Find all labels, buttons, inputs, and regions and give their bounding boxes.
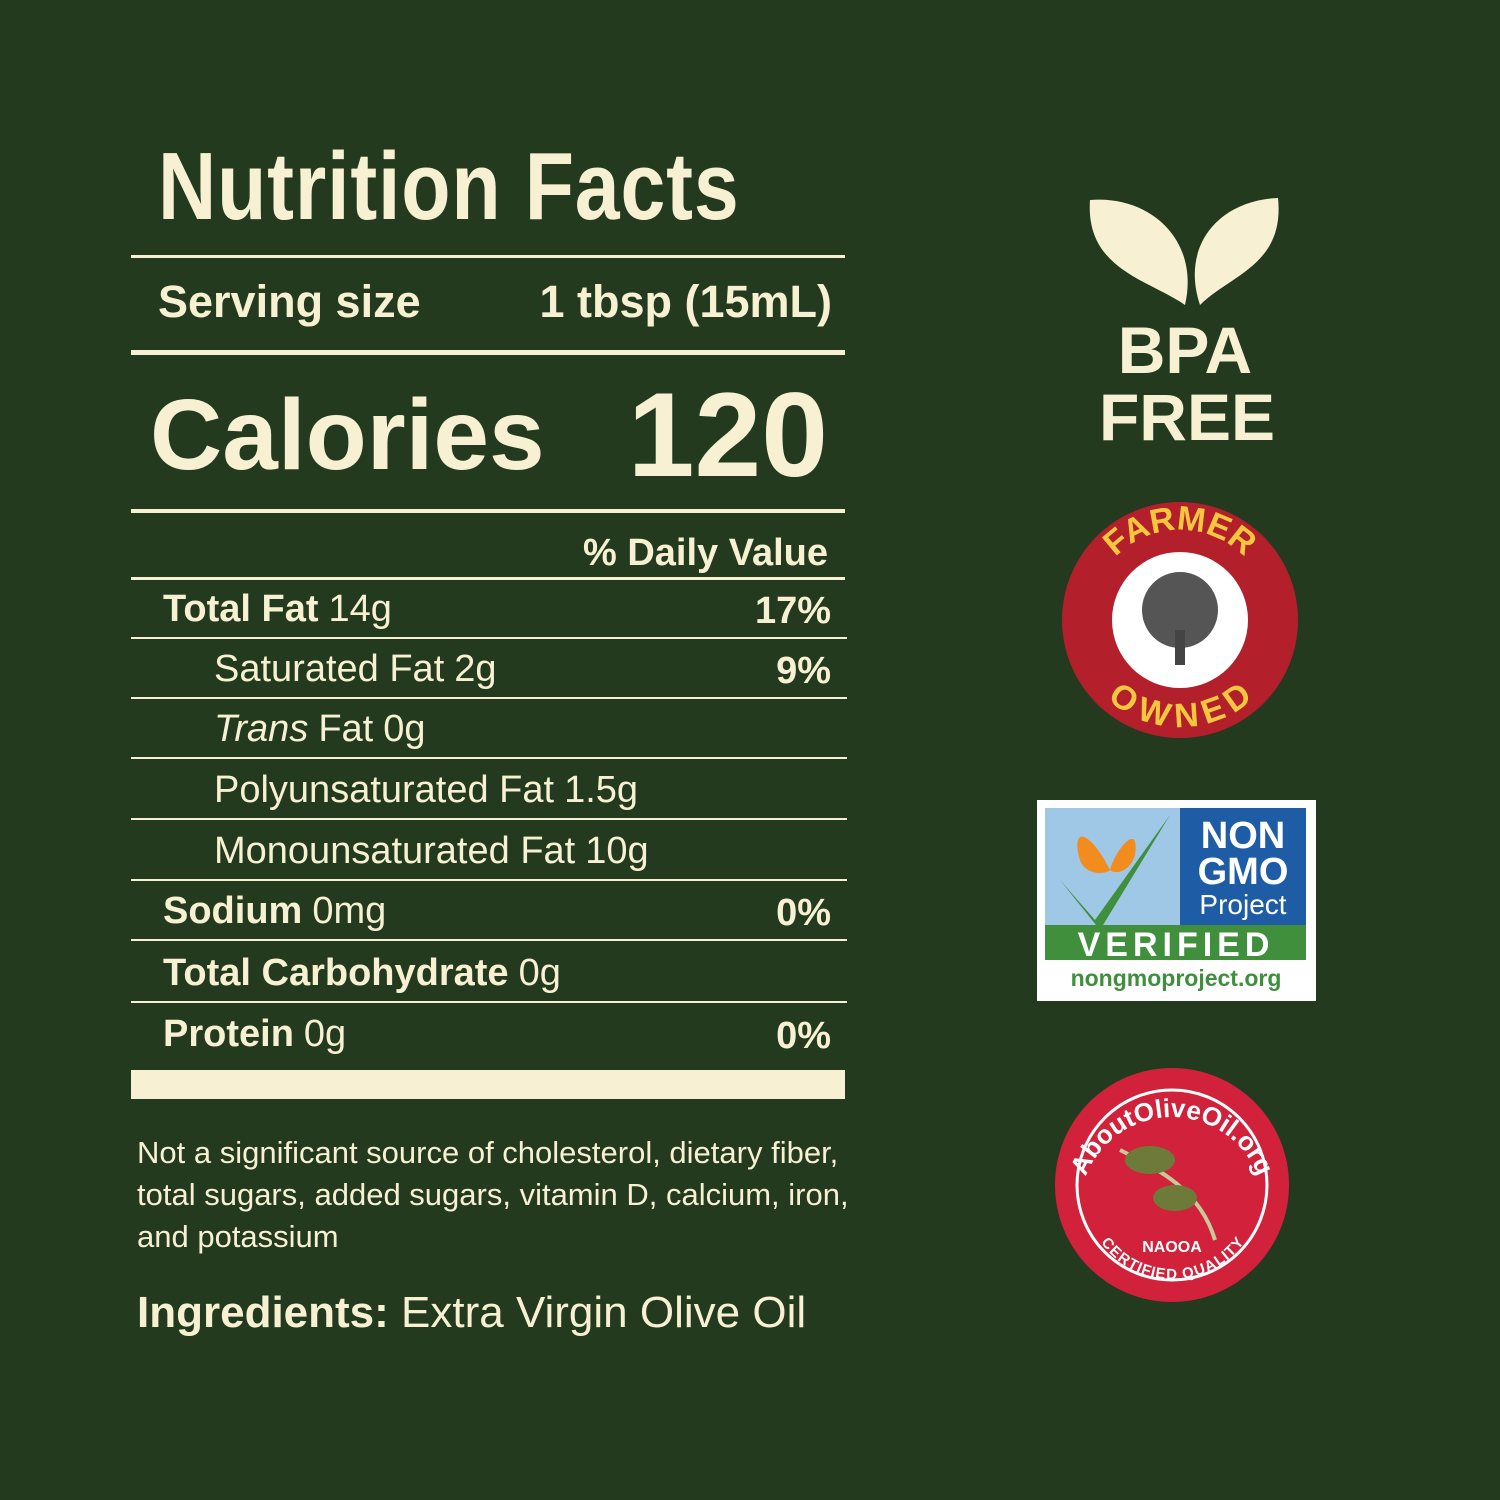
nutrient-row: Trans Fat 0g [131,700,845,760]
nutrient-row: Saturated Fat 2g 9% [131,640,845,700]
nutrient-name: Saturated Fat [214,648,445,690]
tree-icon [1142,572,1218,648]
divider [131,255,845,258]
verified-text: VERIFIED [1078,926,1275,964]
nutrient-amount: 0g [383,708,426,750]
nutrient-label: Total Fat 14g [163,588,392,631]
divider [131,939,847,941]
nutrient-amount: 10g [585,830,649,872]
leaf-icon [1194,198,1279,305]
gmo-text: GMO [1198,851,1289,893]
nutrient-label: Trans Fat 0g [214,708,426,751]
leaf-icon [1089,199,1188,305]
divider [131,577,845,580]
nutrient-name: Monounsaturated Fat [214,830,576,872]
nutrient-label: Protein 0g [163,1013,346,1056]
olive-oil-badge: AboutOliveOil.org NAOOA CERTIFIED QUALIT… [1055,1068,1289,1302]
olive-icon [1125,1146,1175,1174]
nutrient-name: Total Fat [163,588,319,630]
bpa-text: BPA [1118,313,1252,387]
divider [131,1001,847,1003]
badge-panel [1180,808,1306,925]
nutrient-amount: 1.5g [564,769,639,811]
farmer-owned-badge: FARMER OWNED [1062,499,1298,738]
bpa-text: FREE [1099,380,1275,454]
nutrient-row: Polyunsaturated Fat 1.5g [131,761,845,821]
nutrient-label: Sodium 0mg [163,890,386,933]
divider [131,879,847,881]
divider [131,757,847,759]
badge-circle [1055,1068,1289,1302]
gmo-text: NON [1201,815,1285,857]
ingredients: Ingredients: Extra Virgin Olive Oil [137,1288,806,1338]
nutrient-label: Total Carbohydrate 0g [163,952,561,995]
calories-value: 120 [627,368,828,502]
serving-size: 1 tbsp (15mL) [539,276,832,327]
nutrient-row: Sodium 0mg 0% [131,882,845,942]
nutrient-label: Polyunsaturated Fat 1.5g [214,769,638,812]
nutrient-name: Fat [318,708,374,750]
olive-icon [1153,1185,1197,1211]
nutrient-label: Monounsaturated Fat 10g [214,830,649,873]
daily-value: 17% [754,590,831,632]
nutrient-amount: 0g [303,1013,347,1055]
thick-bar [131,1070,845,1099]
ingredients-label: Ingredients: [137,1288,389,1337]
non-gmo-badge: NON GMO Project VERIFIED nongmoproject.o… [1037,800,1316,1001]
nutrient-amount: 2g [454,648,497,690]
verified-bar [1045,925,1306,960]
footnote: Not a significant source of cholesterol,… [137,1135,849,1254]
daily-value: 0% [776,1015,831,1057]
nutrient-label: Saturated Fat 2g [214,648,497,691]
nutrient-name-italic: Trans [214,708,309,750]
badges: BPA FREE FARMER OWNED NON GMO Project VE… [1037,198,1316,1302]
bpa-badge: BPA FREE [1089,198,1279,454]
nutrient-name: Protein [163,1013,294,1055]
butterfly-icon [1077,836,1136,873]
divider [131,350,845,355]
gmo-text: Project [1199,889,1286,920]
title: Nutrition Facts [158,133,740,240]
naooa-text: NAOOA [1142,1239,1202,1256]
serving-label: Serving size [158,276,421,327]
nutrient-row: Protein 0g 0% [131,1005,845,1065]
ingredients-text: Extra Virgin Olive Oil [401,1288,807,1337]
divider [131,637,847,639]
nutrient-row: Monounsaturated Fat 10g [131,822,845,882]
nutrient-amount: 14g [328,588,392,630]
daily-value-header: % Daily Value [582,532,828,574]
divider [131,697,847,699]
nutrient-name: Polyunsaturated Fat [214,769,555,811]
nutrient-row: Total Carbohydrate 0g [131,944,845,1004]
calories-label: Calories [150,379,545,491]
daily-value: 0% [776,892,831,934]
divider [131,509,845,513]
tree-icon [1175,630,1185,665]
divider [131,818,847,820]
nutrient-row: Total Fat 14g 17% [131,580,845,640]
nutrient-name: Total Carbohydrate [163,952,509,994]
badge-ring [1075,1088,1269,1282]
nutrient-name: Sodium [163,890,303,932]
nutrient-amount: 0g [518,952,561,994]
url-text: nongmoproject.org [1071,965,1282,991]
daily-value: 9% [776,650,831,692]
nutrient-amount: 0mg [312,890,387,932]
